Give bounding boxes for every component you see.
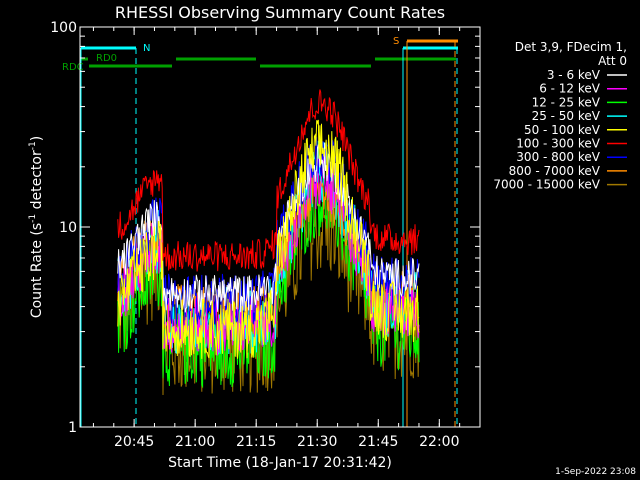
timestamp: 1-Sep-2022 23:08 (555, 467, 636, 477)
legend-label-2: 12 - 25 keV (532, 95, 601, 109)
legend-label-5: 100 - 300 keV (516, 137, 600, 151)
legend-label-0: 3 - 6 keV (547, 68, 601, 82)
y-tick-label-1: 10 (59, 220, 77, 236)
ylabel-mid: detector (29, 150, 45, 214)
series-100-300keV (117, 89, 420, 272)
ylabel-sup1: -1 (28, 214, 38, 223)
chart-title: RHESSI Observing Summary Count Rates (115, 3, 445, 22)
legend-label-7: 800 - 7000 keV (509, 164, 601, 178)
series-layer (117, 89, 420, 396)
flag-label-s: S (393, 36, 399, 47)
ylabel-end: ) (29, 136, 45, 141)
x-tick-label-1: 21:00 (175, 434, 215, 450)
x-tick-label-2: 21:15 (236, 434, 276, 450)
x-tick-label-0: 20:45 (114, 434, 154, 450)
legend-label-3: 25 - 50 keV (532, 109, 601, 123)
legend-label-1: 6 - 12 keV (539, 82, 601, 96)
axes-layer: 20:45 21:00 21:15 21:30 21:45 22:00 1 10 100 (50, 20, 481, 450)
ylabel-sup2: -1 (28, 141, 38, 150)
flag-label-rdc: RDC (62, 62, 84, 73)
legend-title-line-2: Att 0 (598, 54, 627, 68)
x-tick-label-3: 21:30 (297, 434, 337, 450)
legend-label-4: 50 - 100 keV (524, 123, 601, 137)
x-tick-label-4: 21:45 (358, 434, 398, 450)
legend-label-6: 300 - 800 keV (516, 150, 600, 164)
legend-title-line-1: Det 3,9, FDecim 1, (515, 40, 627, 54)
flag-label-n: N (143, 43, 150, 54)
series-50-100keV (117, 119, 420, 359)
legend-label-8: 7000 - 15000 keV (493, 178, 600, 192)
x-axis-label: Start Time (18-Jan-17 20:31:42) (168, 455, 392, 471)
series-3-6keV (117, 142, 420, 313)
ylabel-main: Count Rate (s (29, 223, 45, 318)
y-tick-label-0: 1 (68, 420, 77, 436)
x-tick-label-5: 22:00 (419, 434, 459, 450)
svg-text:Count Rate (s-1 detector-1): Count Rate (s-1 detector-1) (28, 136, 45, 318)
y-tick-label-2: 100 (50, 20, 77, 36)
series-12-25keV (117, 165, 420, 389)
flags-layer: N S RD0 RDC (62, 36, 458, 427)
y-axis-label: Count Rate (s-1 detector-1) (28, 136, 45, 318)
flag-label-rd0: RD0 (96, 53, 117, 64)
